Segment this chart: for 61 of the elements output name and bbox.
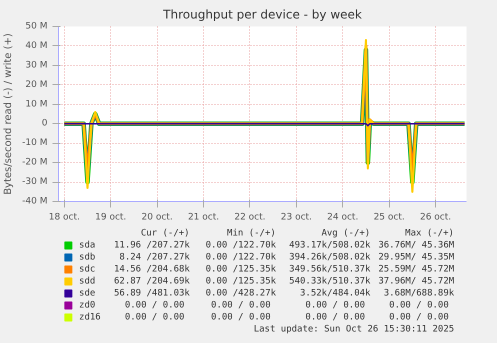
- text: 394.26k/508.02k: [289, 252, 372, 262]
- y-tick-label: -20 M: [22, 158, 48, 168]
- text: Last update: Sun Oct 26 15:30:11 2025: [254, 324, 454, 334]
- text: 0.00 /125.35k: [206, 264, 277, 274]
- text: 56.89 /481.03k: [114, 288, 190, 298]
- y-tick-label: 0: [42, 118, 48, 129]
- x-tick-label: 24 oct.: [327, 212, 358, 222]
- x-tick-label: 19 oct.: [95, 212, 126, 222]
- y-axis-title: Bytes/second read (-) / write (+): [3, 33, 14, 195]
- text: 14.56 /204.68k: [114, 264, 190, 274]
- y-tick-label: 50 M: [25, 22, 48, 32]
- text: 62.87 /204.69k: [114, 276, 190, 286]
- text: 0.00 / 0.00: [211, 300, 271, 310]
- text: 540.33k/510.37k: [289, 276, 372, 286]
- text: Min (-/+): [227, 228, 276, 238]
- x-tick-label: 22 oct.: [234, 212, 266, 222]
- legend-label: sdd: [79, 276, 96, 286]
- text: 0.00 / 0.00: [124, 312, 184, 322]
- legend-label: zd0: [79, 300, 96, 310]
- text: Max (-/+): [405, 228, 454, 238]
- text: 11.96 /207.27k: [114, 240, 190, 250]
- y-tick-label: 30 M: [25, 60, 48, 70]
- x-tick-label: 26 oct.: [420, 212, 452, 222]
- y-tick-label: -40 M: [22, 196, 48, 206]
- text: 8.24 /207.27k: [119, 252, 190, 262]
- text: Avg (-/+): [321, 228, 370, 238]
- text: 493.17k/508.02k: [289, 240, 372, 250]
- legend-label: sda: [79, 240, 96, 250]
- text: 0.00 /428.27k: [206, 288, 277, 298]
- text: 29.95M/ 45.35M: [378, 252, 455, 262]
- text: 349.56k/510.37k: [289, 264, 372, 274]
- text: 3.52k/484.04k: [300, 288, 372, 298]
- text: 0.00 / 0.00: [389, 312, 449, 322]
- text: 0.00 / 0.00: [305, 312, 366, 322]
- text: 25.59M/ 45.72M: [378, 264, 455, 274]
- x-tick-label: 23 oct.: [280, 212, 312, 222]
- x-tick-label: 18 oct.: [48, 212, 80, 222]
- legend-label: zd16: [79, 312, 101, 322]
- legend-label: sdc: [79, 264, 96, 274]
- text: 0.00 /122.70k: [206, 240, 277, 250]
- x-tick-label: 20 oct.: [142, 212, 173, 222]
- x-tick-label: 21 oct.: [188, 212, 220, 222]
- y-tick-label: 40 M: [25, 40, 48, 51]
- text: 0.00 /122.70k: [206, 252, 277, 262]
- text: 36.76M/ 45.36M: [378, 240, 455, 250]
- text: 0.00 / 0.00: [305, 300, 366, 310]
- y-tick-label: 10 M: [25, 99, 48, 110]
- legend-label: sde: [79, 288, 96, 298]
- y-tick-label: -10 M: [22, 138, 48, 148]
- legend-label: sdb: [79, 252, 96, 262]
- text: 0.00 / 0.00: [389, 300, 449, 310]
- x-tick-label: 25 oct.: [374, 212, 405, 222]
- text: 0.00 /125.35k: [206, 276, 277, 286]
- text: 37.96M/ 45.72M: [378, 276, 455, 286]
- text: 0.00 / 0.00: [124, 300, 184, 310]
- y-tick-label: 20 M: [25, 80, 48, 90]
- y-tick-label: -30 M: [22, 177, 48, 188]
- text: 3.68M/688.89k: [384, 288, 455, 298]
- text: 0.00 / 0.00: [211, 312, 271, 322]
- chart-title: Throughput per device - by week: [162, 8, 362, 22]
- text: Cur (-/+): [140, 228, 190, 238]
